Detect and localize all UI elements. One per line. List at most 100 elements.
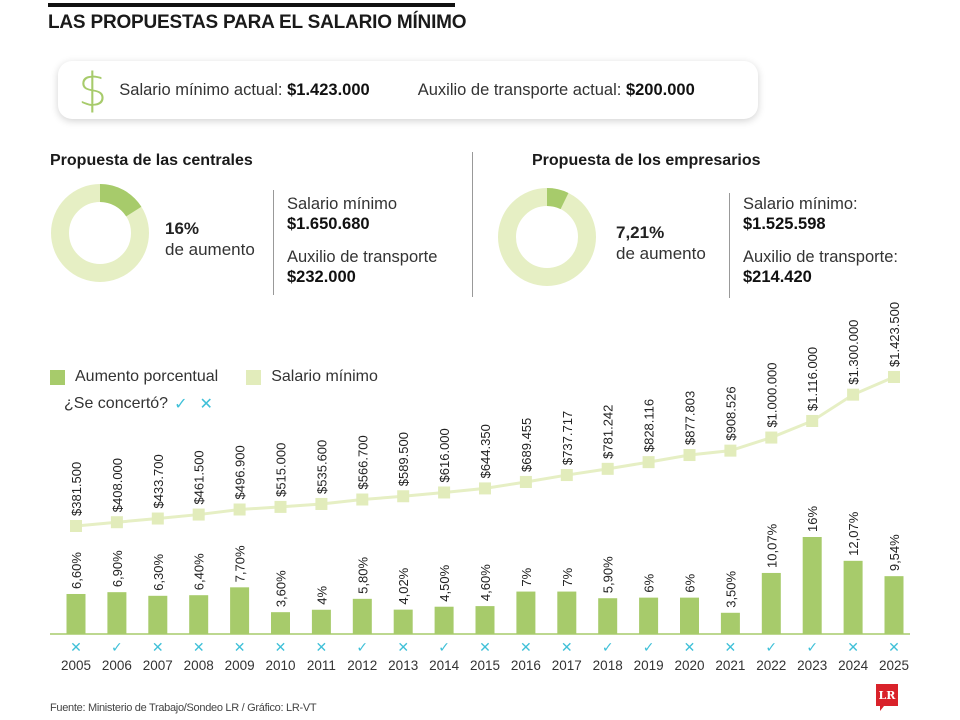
year-label-2024: 2024: [838, 658, 869, 673]
bar-label-2018: 5,90%: [601, 556, 616, 593]
cross-icon: ✕: [70, 640, 82, 656]
centrales-percent-caption: de aumento: [165, 240, 255, 259]
legend-line-label: Salario mínimo: [271, 368, 378, 385]
year-label-2013: 2013: [388, 658, 418, 673]
salary-label-2021: $908.526: [723, 386, 738, 440]
marker-2012: [356, 493, 369, 506]
year-label-2023: 2023: [797, 658, 827, 673]
year-label-2005: 2005: [61, 658, 91, 673]
salary-label-2009: $496.900: [233, 445, 248, 499]
salary-label-2015: $644.350: [478, 424, 493, 478]
year-label-2007: 2007: [143, 658, 173, 673]
proposals-divider: [472, 152, 473, 297]
bar-label-2012: 5,80%: [355, 557, 370, 594]
salary-label-2020: $877.803: [683, 391, 698, 445]
donut-empresarios: [498, 188, 596, 286]
bar-2021: [720, 612, 740, 634]
bar-2009: [230, 587, 250, 634]
cross-icon: ✕: [561, 640, 573, 656]
donut-track: [498, 188, 596, 286]
marker-2018: [601, 462, 614, 475]
legend-bar-swatch: [50, 369, 65, 385]
bar-label-2016: 7%: [519, 567, 534, 586]
bar-label-2015: 4,60%: [478, 564, 493, 601]
year-label-2015: 2015: [470, 658, 500, 673]
cross-icon: ✕: [684, 640, 696, 656]
year-label-2019: 2019: [634, 658, 664, 673]
check-icon: ✓: [356, 640, 368, 656]
centrales-salary-label: Salario mínimo: [287, 195, 398, 213]
bar-2015: [475, 606, 495, 634]
centrales-transport-label: Auxilio de transporte: [287, 248, 438, 266]
bar-2010: [271, 612, 290, 634]
donut-segment: [546, 188, 569, 210]
salary-label-2006: $408.000: [110, 458, 125, 512]
legend-concert-label: ¿Se concertó?: [64, 395, 169, 412]
check-icon: ✓: [111, 640, 123, 656]
bar-label-2007: 6,30%: [151, 554, 166, 591]
salary-label-2014: $616.000: [437, 428, 452, 482]
year-label-2012: 2012: [347, 658, 377, 673]
salary-label-2007: $433.700: [151, 454, 166, 508]
bar-2006: [107, 592, 127, 634]
salary-label-2008: $461.500: [192, 450, 207, 504]
bar-2011: [311, 609, 331, 634]
empresarios-salary-value: $1.525.598: [743, 215, 826, 233]
bar-label-2022: 10,07%: [764, 523, 779, 568]
marker-2022: [765, 431, 778, 444]
bar-label-2008: 6,40%: [192, 553, 207, 590]
source-note: Fuente: Ministerio de Trabajo/Sondeo LR …: [50, 702, 317, 714]
cross-icon: ✕: [479, 640, 491, 656]
bar-label-2006: 6,90%: [110, 550, 125, 587]
bar-label-2017: 7%: [560, 567, 575, 586]
cross-icon: ✕: [888, 640, 900, 656]
current-transport-label: Auxilio de transporte actual:: [417, 80, 622, 99]
cross-icon: ✕: [275, 640, 287, 656]
bar-2025: [884, 576, 904, 634]
empresarios-percent: 7,21% de aumento: [616, 222, 706, 264]
bar-label-2019: 6%: [642, 573, 657, 592]
marker-2009: [233, 503, 246, 516]
salary-label-2005: $381.500: [69, 462, 84, 516]
year-label-2010: 2010: [265, 658, 295, 673]
empresarios-percent-value: 7,21%: [616, 223, 665, 242]
salary-label-2022: $1.000.000: [764, 362, 779, 427]
donut-centrales: [51, 184, 149, 282]
cross-icon: ✕: [725, 640, 737, 656]
page-title: LAS PROPUESTAS PARA EL SALARIO MÍNIMO: [48, 12, 467, 33]
year-label-2025: 2025: [879, 658, 909, 673]
marker-2014: [438, 486, 451, 499]
marker-2024: [847, 388, 860, 401]
empresarios-salary-label: Salario mínimo:: [743, 195, 858, 213]
salary-label-2010: $515.000: [274, 443, 289, 497]
check-icon: ✓: [765, 640, 777, 656]
centrales-percent-value: 16%: [165, 219, 200, 238]
lr-logo: LR: [876, 684, 898, 711]
bar-2022: [761, 572, 781, 634]
legend-line-swatch: [246, 369, 262, 385]
dollar-icon: $: [78, 63, 108, 117]
proposal-centrales: Propuesta de las centrales: [50, 152, 253, 170]
marker-2015: [479, 482, 491, 495]
current-salary-label: Salario mínimo actual:: [119, 80, 283, 99]
year-label-2017: 2017: [552, 658, 582, 673]
year-label-2016: 2016: [511, 658, 541, 673]
legend-bar: Aumento porcentual: [50, 368, 218, 386]
salary-label-2011: $535.600: [314, 440, 329, 494]
marker-2016: [519, 475, 532, 488]
bar-2017: [557, 591, 577, 634]
year-label-2022: 2022: [756, 658, 786, 673]
marker-2013: [397, 490, 410, 503]
salary-label-2019: $828.116: [642, 399, 657, 452]
year-label-2011: 2011: [307, 658, 336, 673]
cross-icon: ✕: [199, 396, 213, 413]
cross-icon: ✕: [234, 640, 246, 656]
legend-bar-label: Aumento porcentual: [75, 368, 219, 385]
salary-label-2025: $1.423.500: [887, 302, 902, 367]
bar-2016: [516, 591, 536, 634]
bar-label-2010: 3,60%: [274, 570, 289, 607]
bar-label-2013: 4,02%: [396, 567, 411, 604]
current-transport-value: $200.000: [625, 80, 695, 99]
top-rule: [48, 3, 455, 7]
current-salary-value: $1.423.000: [287, 80, 370, 99]
